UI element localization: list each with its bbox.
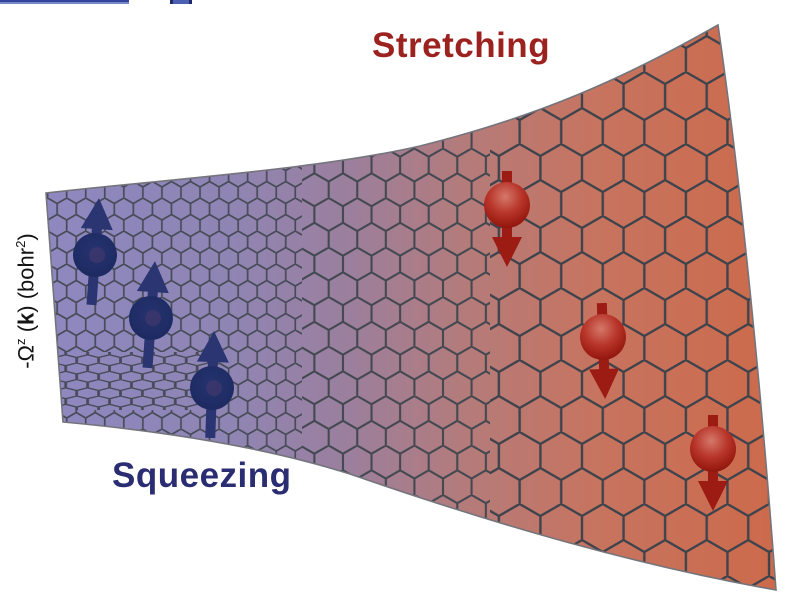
stretching-label: Stretching <box>372 26 551 65</box>
axis-label-part: ( <box>13 324 39 339</box>
surface-outline <box>45 23 777 591</box>
axis-label-superscript-2: 2 <box>13 240 28 248</box>
axis-label-part: -Ω <box>13 345 39 369</box>
squeezing-label: Squeezing <box>112 456 292 495</box>
honeycomb-medium-cells <box>302 25 490 590</box>
cropped-top-small-fragment <box>170 0 192 4</box>
axis-label-superscript-z: z <box>13 338 28 345</box>
axis-label-bold-k: k <box>13 312 39 325</box>
axis-label-part: ) <box>13 233 39 241</box>
honeycomb-squeezed-cells <box>46 352 216 410</box>
honeycomb-large-cells <box>490 25 776 590</box>
cropped-top-bar-fragment <box>0 0 129 4</box>
y-axis-label: -Ωz (k) (bohr2) <box>8 185 38 417</box>
honeycomb-small-cells <box>46 25 302 590</box>
axis-label-part: ) (bohr <box>13 247 39 313</box>
